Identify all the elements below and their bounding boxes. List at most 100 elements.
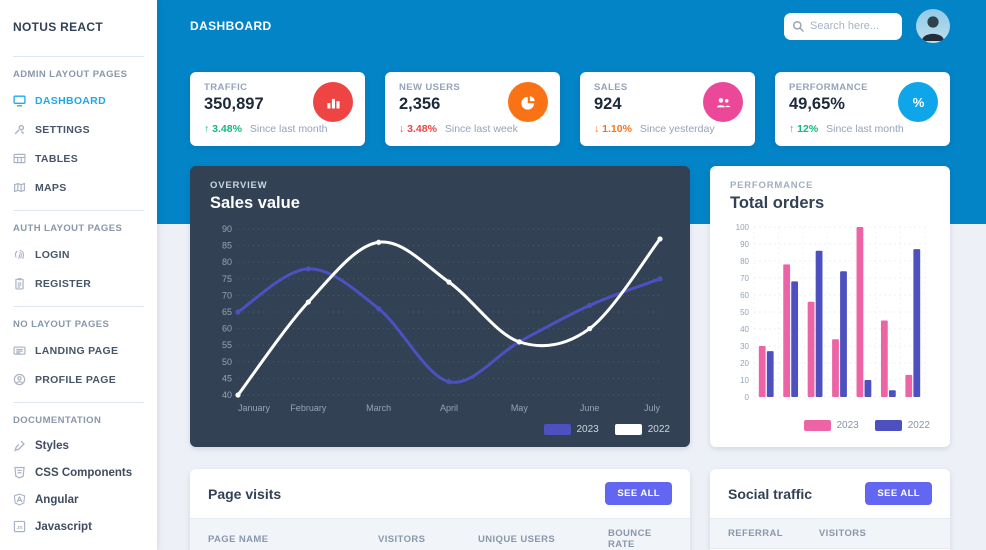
- sidebar-item-javascript[interactable]: JS Javascript: [13, 513, 144, 540]
- sidebar-item-profile-page[interactable]: PROFILE PAGE: [13, 365, 144, 394]
- stat-period: Since last month: [826, 123, 904, 135]
- bar-chart-legend: 2023 2022: [730, 417, 930, 433]
- sidebar-item-label: PROFILE PAGE: [35, 373, 116, 386]
- total-orders-chart-card: PERFORMANCE Total orders 0 10 20 30 40 50 60 70…: [710, 166, 950, 447]
- stat-value: 2,356: [399, 95, 441, 113]
- divider: [13, 56, 144, 57]
- sidebar-item-register[interactable]: REGISTER: [13, 269, 144, 298]
- column-header: VISITORS: [800, 518, 950, 549]
- search-box: [784, 12, 902, 40]
- stat-delta: ↑ 12%: [789, 123, 819, 135]
- stat-card-sales: SALES 924 ↓ 1.10% Since yesterday: [580, 72, 755, 146]
- chart-title: Sales value: [210, 194, 300, 212]
- paintbrush-icon: [13, 439, 26, 452]
- svg-text:90: 90: [222, 224, 232, 234]
- svg-text:February: February: [290, 403, 327, 413]
- sidebar-item-label: DASHBOARD: [35, 94, 106, 107]
- svg-text:90: 90: [740, 240, 749, 249]
- divider: [13, 210, 144, 211]
- see-all-button[interactable]: SEE ALL: [605, 482, 672, 505]
- sidebar-item-label: LANDING PAGE: [35, 344, 119, 357]
- stat-label: SALES: [594, 82, 628, 93]
- table-title: Social traffic: [728, 485, 813, 502]
- sidebar-item-tables[interactable]: TABLES: [13, 144, 144, 173]
- sidebar-item-label: SETTINGS: [35, 123, 90, 136]
- sidebar-item-landing-page[interactable]: LANDING PAGE: [13, 336, 144, 365]
- legend-item: 2023: [803, 419, 859, 431]
- sidebar-item-login[interactable]: LOGIN: [13, 240, 144, 269]
- newspaper-icon: [13, 344, 26, 357]
- svg-text:85: 85: [222, 241, 232, 251]
- sidebar-section-nolayout: NO LAYOUT PAGES: [13, 319, 110, 330]
- page-visits-card: Page visits SEE ALL PAGE NAME VISITORS U…: [190, 469, 690, 550]
- sidebar-item-angular[interactable]: Angular: [13, 486, 144, 513]
- svg-text:100: 100: [736, 223, 750, 232]
- sidebar-item-label: Styles: [35, 439, 69, 452]
- js-icon: JS: [13, 520, 26, 533]
- svg-text:30: 30: [740, 342, 749, 351]
- page-title: DASHBOARD: [190, 19, 272, 33]
- brand-logo[interactable]: NOTUS REACT: [13, 20, 103, 34]
- legend-item: 2022: [874, 419, 930, 431]
- chart-subtitle: PERFORMANCE: [730, 180, 814, 191]
- svg-text:60: 60: [222, 324, 232, 334]
- sidebar-item-styles[interactable]: Styles: [13, 432, 144, 459]
- sidebar-item-label: TABLES: [35, 152, 79, 165]
- svg-text:March: March: [366, 403, 391, 413]
- bar-chart-icon: [313, 82, 353, 122]
- divider: [13, 306, 144, 307]
- see-all-button[interactable]: SEE ALL: [865, 482, 932, 505]
- svg-text:April: April: [440, 403, 458, 413]
- svg-text:20: 20: [740, 359, 749, 368]
- avatar[interactable]: [916, 9, 950, 43]
- stats-row: TRAFFIC 350,897 ↑ 3.48% Since last month…: [190, 72, 950, 146]
- sidebar-item-label: Angular: [35, 493, 79, 506]
- sidebar-item-maps[interactable]: MAPS: [13, 173, 144, 202]
- svg-text:70: 70: [740, 274, 749, 283]
- table-title: Page visits: [208, 485, 282, 502]
- stat-delta: ↓ 1.10%: [594, 123, 632, 135]
- svg-text:75: 75: [222, 274, 232, 284]
- stat-label: PERFORMANCE: [789, 82, 868, 93]
- stat-period: Since yesterday: [639, 123, 715, 135]
- svg-text:50: 50: [740, 308, 749, 317]
- stat-card-performance: PERFORMANCE 49,65% % ↑ 12% Since last mo…: [775, 72, 950, 146]
- user-circle-icon: [13, 373, 26, 386]
- column-header: BOUNCE RATE: [590, 518, 690, 550]
- svg-text:50: 50: [222, 357, 232, 367]
- svg-text:June: June: [580, 403, 600, 413]
- sidebar-item-settings[interactable]: SETTINGS: [13, 115, 144, 144]
- svg-text:80: 80: [740, 257, 749, 266]
- stat-value: 49,65%: [789, 95, 845, 113]
- tables-row: Page visits SEE ALL PAGE NAME VISITORS U…: [190, 469, 950, 550]
- users-icon: [703, 82, 743, 122]
- column-header: UNIQUE USERS: [460, 518, 590, 550]
- sidebar-item-label: CSS Components: [35, 466, 133, 479]
- stat-value: 350,897: [204, 95, 264, 113]
- pie-chart-icon: [508, 82, 548, 122]
- search-input[interactable]: [784, 12, 902, 40]
- line-chart-legend: 2023 2022: [210, 421, 670, 437]
- sidebar-item-label: Javascript: [35, 520, 92, 533]
- social-traffic-table: REFERRAL VISITORS Facebook 1,480 60%: [710, 518, 950, 550]
- angular-icon: [13, 493, 26, 506]
- stat-card-traffic: TRAFFIC 350,897 ↑ 3.48% Since last month: [190, 72, 365, 146]
- clipboard-icon: [13, 277, 26, 290]
- tools-icon: [13, 123, 26, 136]
- chart-subtitle: OVERVIEW: [210, 180, 268, 191]
- tv-icon: [13, 94, 26, 107]
- svg-text:70: 70: [222, 290, 232, 300]
- map-icon: [13, 181, 26, 194]
- legend-item: 2023: [543, 423, 599, 435]
- stat-value: 924: [594, 95, 622, 113]
- svg-text:65: 65: [222, 307, 232, 317]
- sidebar-item-css-components[interactable]: CSS Components: [13, 459, 144, 486]
- column-header: VISITORS: [360, 518, 460, 550]
- sidebar-item-label: REGISTER: [35, 277, 92, 290]
- page-visits-table: PAGE NAME VISITORS UNIQUE USERS BOUNCE R…: [190, 518, 690, 550]
- sidebar-item-label: MAPS: [35, 181, 67, 194]
- svg-text:July: July: [644, 403, 661, 413]
- svg-text:10: 10: [740, 376, 749, 385]
- sidebar-item-dashboard[interactable]: DASHBOARD: [13, 86, 144, 115]
- svg-text:55: 55: [222, 340, 232, 350]
